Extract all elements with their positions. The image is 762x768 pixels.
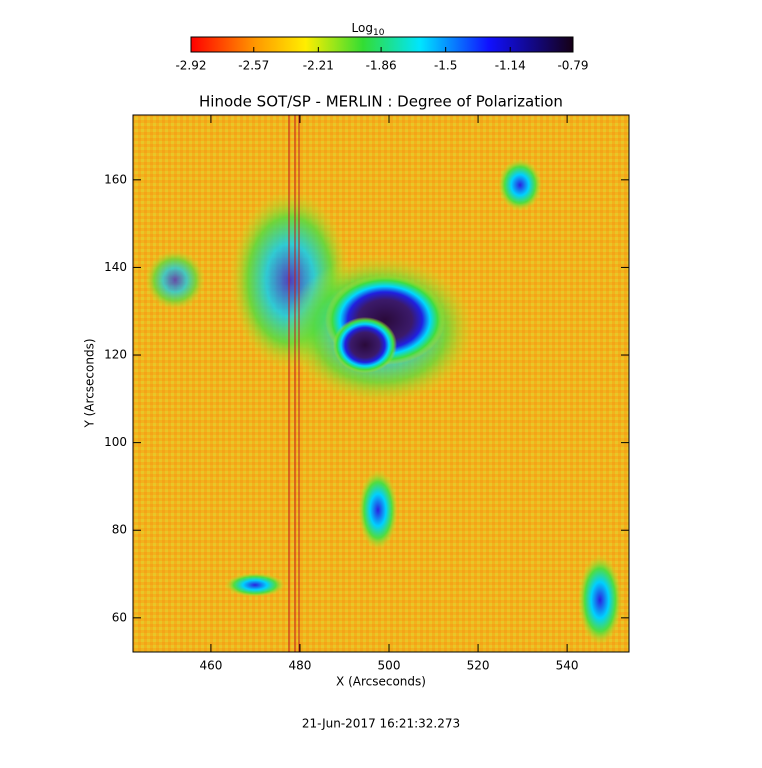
y-tick-label: 140 — [104, 260, 127, 274]
timestamp: 21-Jun-2017 16:21:32.273 — [302, 717, 460, 731]
y-axis-label: Y (Arcseconds) — [83, 338, 97, 428]
image-patch — [358, 470, 398, 550]
colorbar-tick-label: -2.92 — [175, 59, 206, 73]
image-patch — [498, 159, 542, 211]
image-spot — [333, 317, 397, 373]
chart-title: Hinode SOT/SP - MERLIN : Degree of Polar… — [199, 93, 563, 111]
x-tick-label: 460 — [199, 659, 222, 673]
colorbar-tick-label: -1.5 — [434, 59, 457, 73]
image — [133, 115, 629, 652]
colorbar — [190, 36, 574, 53]
colorbar-tick-label: -0.79 — [557, 59, 588, 73]
y-tick-label: 160 — [104, 172, 127, 186]
x-tick-label: 480 — [289, 659, 312, 673]
x-axis-label: X (Arcseconds) — [336, 675, 426, 689]
x-tick-label: 540 — [556, 659, 579, 673]
colorbar-tick-label: -2.57 — [238, 59, 269, 73]
x-tick-label: 520 — [467, 659, 490, 673]
image-patch — [145, 250, 205, 310]
colorbar-label-base: Log — [352, 21, 373, 35]
image-patch — [225, 573, 285, 597]
colorbar-label-sub: 10 — [373, 28, 385, 38]
image-patch — [578, 555, 622, 645]
y-tick-label: 100 — [104, 435, 127, 449]
colorbar-tick-label: -1.14 — [495, 59, 526, 73]
plot-frame — [132, 114, 630, 653]
colorbar-tick-label: -2.21 — [303, 59, 334, 73]
y-tick-label: 60 — [112, 610, 127, 624]
x-tick-label: 500 — [378, 659, 401, 673]
y-tick-label: 80 — [112, 523, 127, 537]
colorbar-tick-label: -1.86 — [366, 59, 397, 73]
colorbar-label: Log10 — [352, 21, 385, 38]
y-tick-label: 120 — [104, 348, 127, 362]
